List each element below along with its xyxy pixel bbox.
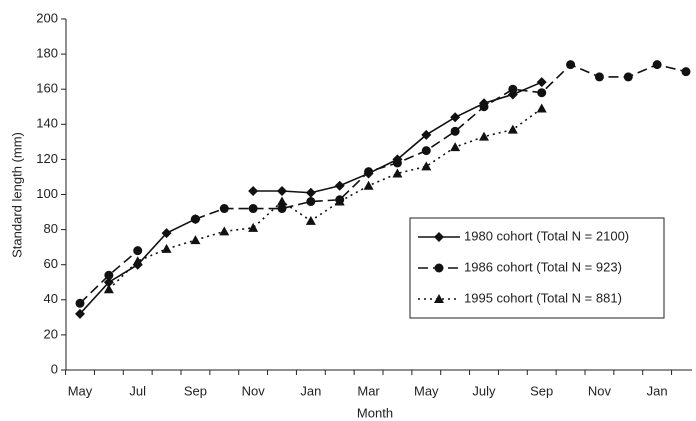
y-tick-label: 120 <box>36 151 58 166</box>
y-tick-label: 160 <box>36 81 58 96</box>
x-tick-label: Jan <box>647 383 668 398</box>
data-point <box>508 84 518 94</box>
data-point <box>104 270 114 280</box>
data-point <box>536 77 547 88</box>
data-point <box>566 60 576 70</box>
data-point <box>75 308 85 319</box>
data-point <box>248 185 259 196</box>
data-point <box>421 129 432 140</box>
legend-label: 1980 cohort (Total N = 2100) <box>464 228 629 243</box>
x-tick-label: May <box>414 383 439 398</box>
data-point <box>190 235 201 245</box>
x-axis-title: Month <box>357 405 393 420</box>
x-tick-label: Nov <box>242 383 266 398</box>
data-point <box>507 124 518 134</box>
legend-marker <box>434 263 444 273</box>
data-point <box>248 204 258 214</box>
data-point <box>364 167 374 177</box>
data-point <box>306 197 316 207</box>
data-point <box>450 112 461 123</box>
y-tick-label: 0 <box>51 361 58 376</box>
x-tick-label: Sep <box>530 383 553 398</box>
x-tick-label: July <box>472 383 496 398</box>
legend-marker <box>434 232 444 242</box>
data-point <box>133 246 143 256</box>
data-point <box>161 228 172 239</box>
data-point <box>594 72 604 82</box>
data-point <box>363 180 374 190</box>
y-tick-label: 40 <box>44 291 58 306</box>
y-tick-label: 80 <box>44 221 58 236</box>
data-point <box>478 131 489 141</box>
x-tick-label: Jan <box>300 383 321 398</box>
x-tick-label: Jul <box>129 383 146 398</box>
y-tick-label: 20 <box>44 326 58 341</box>
data-point <box>536 103 547 113</box>
data-point <box>276 196 287 206</box>
y-axis-title: Standard length (mm) <box>9 132 24 258</box>
data-point <box>103 284 114 294</box>
series-line <box>79 63 687 304</box>
data-point <box>305 187 316 198</box>
data-point <box>190 214 200 224</box>
y-tick-label: 180 <box>36 46 58 61</box>
data-point <box>219 204 229 214</box>
data-point <box>334 196 345 206</box>
data-point <box>681 67 691 77</box>
data-point <box>537 88 547 98</box>
y-tick-label: 60 <box>44 256 58 271</box>
x-tick-label: May <box>68 383 93 398</box>
y-tick-label: 200 <box>36 10 58 25</box>
data-point <box>334 180 345 191</box>
data-point <box>450 142 461 152</box>
data-point <box>305 215 316 225</box>
legend-label: 1995 cohort (Total N = 881) <box>464 290 622 305</box>
data-point <box>421 161 432 171</box>
data-point <box>132 256 143 266</box>
series-line <box>108 107 543 290</box>
data-point <box>276 185 287 196</box>
data-point <box>277 204 287 214</box>
data-point <box>450 126 460 136</box>
data-point <box>75 298 85 308</box>
data-point <box>392 158 402 168</box>
legend-label: 1986 cohort (Total N = 923) <box>464 259 622 274</box>
y-tick-label: 140 <box>36 116 58 131</box>
legend-marker <box>434 294 444 303</box>
data-point <box>219 226 230 236</box>
data-point <box>392 168 403 178</box>
x-tick-label: Sep <box>184 383 207 398</box>
x-tick-label: Nov <box>588 383 612 398</box>
data-point <box>248 222 259 232</box>
data-point <box>161 243 172 253</box>
y-tick-label: 100 <box>36 186 58 201</box>
data-point <box>652 60 662 70</box>
data-point <box>103 277 114 288</box>
data-point <box>623 72 633 82</box>
x-tick-label: Mar <box>357 383 380 398</box>
data-point <box>421 146 431 156</box>
data-point <box>479 102 489 112</box>
